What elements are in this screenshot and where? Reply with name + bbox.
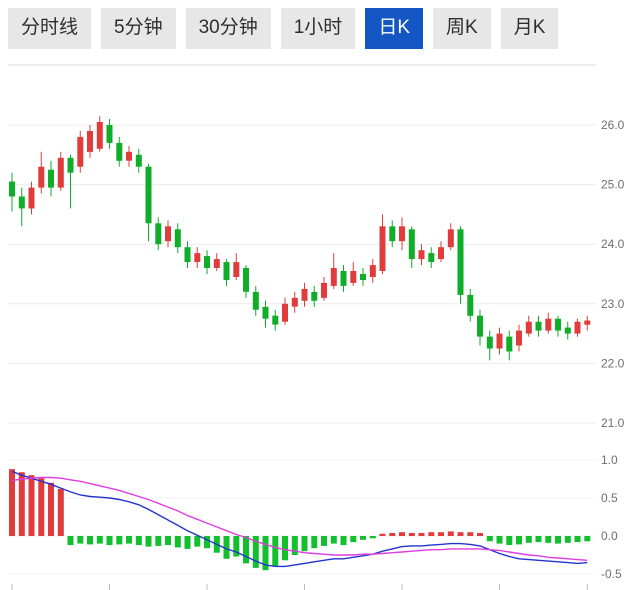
tab-monthly-k[interactable]: 月K bbox=[500, 8, 559, 49]
svg-text:23.0: 23.0 bbox=[601, 297, 625, 311]
candlestick-pane bbox=[9, 116, 591, 361]
svg-text:24.0: 24.0 bbox=[601, 237, 625, 251]
tab-5min[interactable]: 5分钟 bbox=[101, 8, 176, 49]
tab-weekly-k[interactable]: 周K bbox=[433, 8, 491, 49]
svg-text:-0.5: -0.5 bbox=[601, 567, 622, 581]
macd-pane bbox=[9, 469, 591, 571]
x-axis-ticks bbox=[11, 584, 588, 590]
tab-timeline[interactable]: 分时线 bbox=[8, 8, 92, 49]
interval-toolbar: 分时线 5分钟 30分钟 1小时 日K 周K 月K bbox=[8, 8, 559, 49]
price-axis-labels: 26.0 25.0 24.0 23.0 22.0 21.0 1.0 0.5 0.0 -0.5 bbox=[601, 118, 625, 581]
svg-text:22.0: 22.0 bbox=[601, 356, 625, 370]
tab-30min[interactable]: 30分钟 bbox=[185, 8, 271, 49]
svg-text:21.0: 21.0 bbox=[601, 416, 625, 430]
svg-text:25.0: 25.0 bbox=[601, 178, 625, 192]
svg-text:1.0: 1.0 bbox=[601, 453, 618, 467]
tab-1hour[interactable]: 1小时 bbox=[280, 8, 356, 49]
svg-text:26.0: 26.0 bbox=[601, 118, 625, 132]
grid-lines bbox=[8, 64, 596, 575]
svg-text:0.5: 0.5 bbox=[601, 491, 618, 505]
svg-text:0.0: 0.0 bbox=[601, 529, 618, 543]
tab-daily-k[interactable]: 日K bbox=[365, 8, 423, 49]
